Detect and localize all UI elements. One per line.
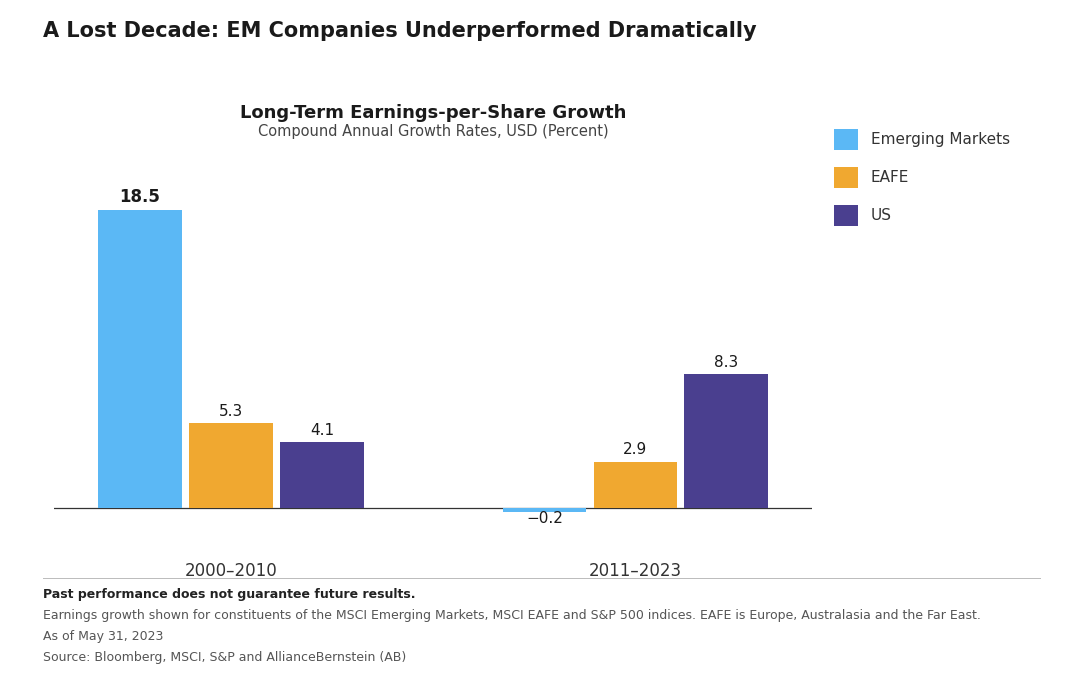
Text: Emerging Markets: Emerging Markets — [871, 132, 1009, 147]
Bar — [593, 461, 677, 508]
Text: −0.2: −0.2 — [526, 511, 563, 526]
Text: Source: Bloomberg, MSCI, S&P and AllianceBernstein (AB): Source: Bloomberg, MSCI, S&P and Allianc… — [43, 651, 406, 664]
Text: US: US — [871, 208, 891, 223]
Text: 4.1: 4.1 — [310, 423, 334, 438]
Text: 18.5: 18.5 — [119, 188, 160, 205]
Text: EAFE: EAFE — [871, 170, 909, 185]
Text: Earnings growth shown for constituents of the MSCI Emerging Markets, MSCI EAFE a: Earnings growth shown for constituents o… — [43, 609, 981, 622]
Text: A Lost Decade: EM Companies Underperformed Dramatically: A Lost Decade: EM Companies Underperform… — [43, 21, 757, 41]
Text: 2.9: 2.9 — [623, 443, 648, 457]
Bar — [684, 374, 768, 508]
Bar — [190, 422, 273, 508]
Bar — [99, 209, 182, 508]
Bar — [503, 508, 586, 512]
Text: 5.3: 5.3 — [219, 404, 244, 419]
Text: 2000–2010: 2000–2010 — [185, 562, 277, 580]
Text: Compound Annual Growth Rates, USD (Percent): Compound Annual Growth Rates, USD (Perce… — [258, 124, 609, 139]
Bar — [280, 442, 364, 508]
Text: 2011–2023: 2011–2023 — [589, 562, 682, 580]
Text: 8.3: 8.3 — [714, 355, 739, 370]
Text: Past performance does not guarantee future results.: Past performance does not guarantee futu… — [43, 588, 416, 601]
Text: Long-Term Earnings-per-Share Growth: Long-Term Earnings-per-Share Growth — [240, 104, 626, 122]
Text: As of May 31, 2023: As of May 31, 2023 — [43, 630, 164, 643]
